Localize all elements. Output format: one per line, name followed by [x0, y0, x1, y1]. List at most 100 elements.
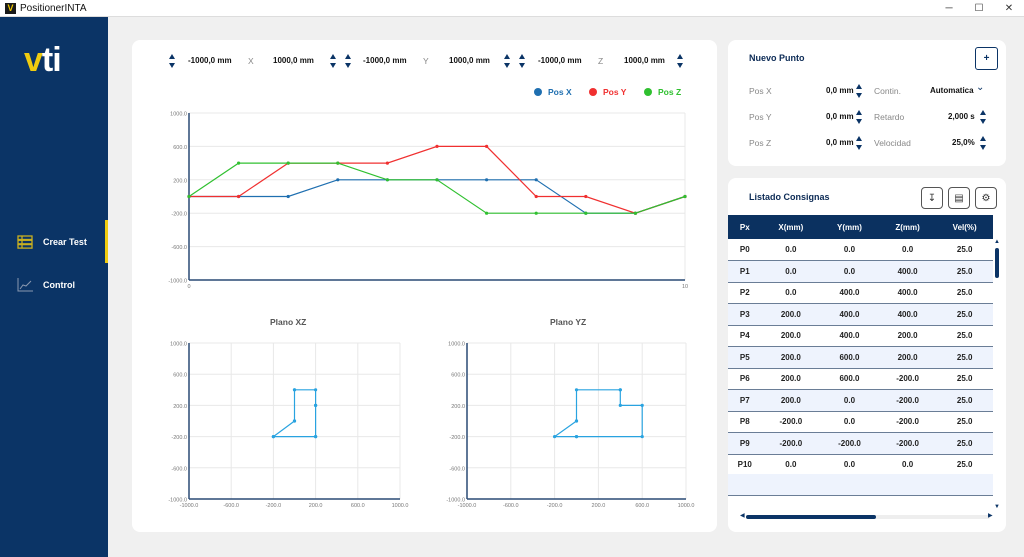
- legend-pos-x[interactable]: Pos X: [534, 87, 572, 97]
- table-cell: P9: [728, 432, 762, 455]
- table-row[interactable]: P4 200.0 400.0 200.0 25.0: [728, 325, 993, 347]
- scroll-left-arrow[interactable]: ◀: [740, 513, 745, 519]
- z-max-value[interactable]: 1000,0 mm: [624, 56, 665, 65]
- minimize-button[interactable]: ─: [945, 3, 953, 14]
- legend-pos-z[interactable]: Pos Z: [644, 87, 681, 97]
- column-header[interactable]: Px: [728, 215, 762, 239]
- data-point: [286, 161, 290, 165]
- pos-y-value[interactable]: 0,0 mm: [826, 112, 854, 121]
- table-cell: 25.0: [936, 260, 993, 283]
- contin-select[interactable]: Automatica: [930, 86, 974, 95]
- data-point: [385, 178, 389, 182]
- vti-logo: vti: [24, 41, 62, 79]
- sidebar-item-control[interactable]: Control: [0, 263, 108, 306]
- clear-button[interactable]: ⚙: [975, 187, 997, 209]
- legend-pos-y[interactable]: Pos Y: [589, 87, 626, 97]
- data-point: [314, 435, 318, 439]
- retardo-value[interactable]: 2,000 s: [948, 112, 975, 121]
- data-point: [314, 403, 318, 407]
- table-cell: -200.0: [761, 432, 821, 455]
- table-cell: 25.0: [936, 368, 993, 390]
- table-row[interactable]: P10 0.0 0.0 0.0 25.0: [728, 454, 993, 476]
- consignas-table: Px X(mm) Y(mm) Z(mm) Vel(%) P0 0.0 0.0 0.0 25.0 P…: [728, 215, 993, 476]
- horizontal-scrollbar[interactable]: ◀ ▶: [740, 513, 993, 520]
- data-point: [485, 144, 489, 148]
- table-cell: 0.0: [761, 239, 821, 261]
- table-row[interactable]: P6 200.0 600.0 -200.0 25.0: [728, 368, 993, 390]
- table-cell: 25.0: [936, 389, 993, 412]
- table-cell: 200.0: [761, 303, 821, 326]
- pos-x-value[interactable]: 0,0 mm: [826, 86, 854, 95]
- table-cell: 400.0: [820, 325, 879, 347]
- x-min-value[interactable]: -1000,0 mm: [188, 56, 232, 65]
- velocidad-value[interactable]: 25,0%: [952, 138, 975, 147]
- x-max-stepper[interactable]: [330, 54, 337, 68]
- table-cell: -200.0: [878, 368, 937, 390]
- y-min-value[interactable]: -1000,0 mm: [363, 56, 407, 65]
- pos-z-label: Pos Z: [749, 138, 772, 148]
- table-row[interactable]: P8 -200.0 0.0 -200.0 25.0: [728, 411, 993, 433]
- y-tick-label: -200.0: [449, 435, 465, 441]
- vertical-scrollbar[interactable]: ▲ ▼: [994, 239, 1000, 512]
- y-min-stepper[interactable]: [345, 54, 352, 68]
- z-min-stepper[interactable]: [519, 54, 526, 68]
- scroll-up-arrow[interactable]: ▲: [994, 239, 1000, 245]
- table-row[interactable]: P3 200.0 400.0 400.0 25.0: [728, 303, 993, 326]
- table-cell: 0.0: [761, 282, 821, 304]
- column-header[interactable]: X(mm): [761, 215, 821, 239]
- table-cell: 200.0: [878, 346, 937, 369]
- table-cell: 400.0: [878, 303, 937, 326]
- table-cell: -200.0: [878, 432, 937, 455]
- chevron-down-icon[interactable]: ⌄: [976, 82, 985, 93]
- app-icon: V: [5, 2, 16, 14]
- horizontal-scroll-thumb[interactable]: [746, 515, 876, 519]
- table-row[interactable]: P2 0.0 400.0 400.0 25.0: [728, 282, 993, 304]
- table-row[interactable]: P7 200.0 0.0 -200.0 25.0: [728, 389, 993, 412]
- maximize-button[interactable]: ☐: [974, 3, 984, 14]
- z-min-value[interactable]: -1000,0 mm: [538, 56, 582, 65]
- y-tick-label: -200.0: [171, 212, 187, 218]
- pos-z-value[interactable]: 0,0 mm: [826, 138, 854, 147]
- yz-plot-title: Plano YZ: [550, 317, 587, 327]
- close-button[interactable]: ✕: [1004, 3, 1014, 14]
- table-row[interactable]: P5 200.0 600.0 200.0 25.0: [728, 346, 993, 369]
- vertical-scroll-thumb[interactable]: [995, 248, 999, 278]
- nuevo-punto-panel: [728, 40, 1006, 166]
- x-tick-label: -600.0: [503, 503, 519, 509]
- x-max-value[interactable]: 1000,0 mm: [273, 56, 314, 65]
- y-tick-label: -600.0: [449, 466, 465, 472]
- import-file-button[interactable]: ↧: [921, 187, 943, 209]
- pos-x-stepper[interactable]: [856, 84, 863, 98]
- y-tick-label: 600.0: [173, 145, 187, 151]
- pos-z-stepper[interactable]: [856, 136, 863, 150]
- table-row[interactable]: P1 0.0 0.0 400.0 25.0: [728, 260, 993, 283]
- sidebar-item-crear-test[interactable]: Crear Test: [0, 220, 108, 263]
- x-min-stepper[interactable]: [169, 54, 176, 68]
- table-cell: P6: [728, 368, 762, 390]
- retardo-stepper[interactable]: [980, 110, 987, 124]
- add-point-button[interactable]: +: [975, 47, 998, 70]
- x-tick-label: -1000.0: [180, 503, 199, 509]
- data-point: [584, 194, 588, 199]
- column-header[interactable]: Z(mm): [878, 215, 937, 239]
- xz-plane-chart: 1000.0 600.0 200.0 -200.0 -600.0 -1000.0-1000…: [168, 342, 408, 510]
- velocidad-stepper[interactable]: [980, 136, 987, 150]
- y-tick-label: 600.0: [173, 373, 187, 379]
- save-button[interactable]: ▤: [948, 187, 970, 209]
- window-title: PositionerINTA: [20, 2, 87, 14]
- table-row[interactable]: P0 0.0 0.0 0.0 25.0: [728, 239, 993, 261]
- column-header[interactable]: Y(mm): [820, 215, 879, 239]
- sidebar-item-label: Control: [43, 279, 75, 290]
- y-max-stepper[interactable]: [504, 54, 511, 68]
- table-cell: -200.0: [878, 411, 937, 433]
- column-header[interactable]: Vel(%): [936, 215, 993, 239]
- table-row[interactable]: P9 -200.0 -200.0 -200.0 25.0: [728, 432, 993, 455]
- z-max-stepper[interactable]: [677, 54, 684, 68]
- y-tick-label: 200.0: [173, 404, 187, 410]
- scroll-right-arrow[interactable]: ▶: [988, 513, 993, 519]
- data-point: [633, 211, 637, 215]
- scroll-down-arrow[interactable]: ▼: [994, 504, 1000, 510]
- y-max-value[interactable]: 1000,0 mm: [449, 56, 490, 65]
- pos-y-stepper[interactable]: [856, 110, 863, 124]
- table-cell: 200.0: [761, 389, 821, 412]
